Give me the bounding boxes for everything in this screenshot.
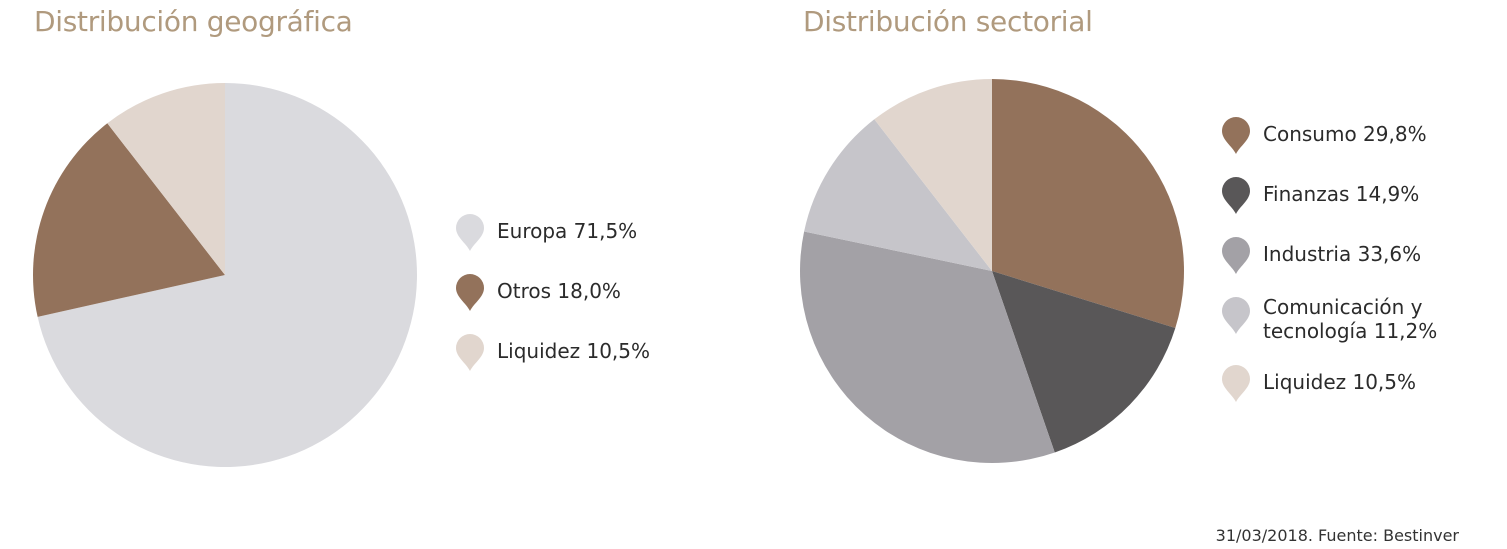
legend-geografica: Europa 71,5% Otros 18,0% Liquidez 10,5% <box>455 214 715 394</box>
pie-slice-liquidez <box>107 83 225 275</box>
pie-chart-sectorial <box>800 79 1184 463</box>
legend-label-consumo: Consumo 29,8% <box>1263 122 1427 146</box>
legend-item-comunicacion-tecnologia: Comunicación y tecnología 11,2% <box>1221 295 1491 365</box>
chart-title-geografica: Distribución geográfica <box>34 5 353 38</box>
legend-item-otros: Otros 18,0% <box>455 274 715 334</box>
pie-slice-otros <box>32 123 225 317</box>
legend-label-europa: Europa 71,5% <box>497 219 638 243</box>
pie-slice-finanzas <box>992 271 1176 453</box>
pie-chart-geografica <box>32 83 417 468</box>
pie-slice-consumo <box>992 79 1184 329</box>
map-pin-icon <box>1221 176 1251 216</box>
source-note: 31/03/2018. Fuente: Bestinver <box>1215 526 1459 545</box>
legend-item-industria: Industria 33,6% <box>1221 237 1491 297</box>
legend-item-liquidez: Liquidez 10,5% <box>455 334 715 394</box>
pie-slice-industria <box>800 231 1055 463</box>
legend-item-europa: Europa 71,5% <box>455 214 715 274</box>
map-pin-icon <box>455 213 485 253</box>
legend-label-industria: Industria 33,6% <box>1263 242 1422 266</box>
chart-title-sectorial: Distribución sectorial <box>803 5 1093 38</box>
legend-label-comunicacion-tecnologia: Comunicación y tecnología 11,2% <box>1263 295 1438 343</box>
map-pin-icon <box>1221 364 1251 404</box>
map-pin-icon <box>455 273 485 313</box>
legend-item-consumo: Consumo 29,8% <box>1221 117 1491 177</box>
map-pin-icon <box>455 333 485 373</box>
legend-sectorial: Consumo 29,8% Finanzas 14,9% Industria 3… <box>1221 117 1491 425</box>
pie-slice-liquidez <box>874 79 992 271</box>
pie-slice-europa <box>37 83 417 468</box>
map-pin-icon <box>1221 236 1251 276</box>
legend-item-liquidez: Liquidez 10,5% <box>1221 365 1491 425</box>
legend-label-finanzas: Finanzas 14,9% <box>1263 182 1420 206</box>
map-pin-icon <box>1221 116 1251 156</box>
legend-label-liquidez: Liquidez 10,5% <box>1263 370 1417 394</box>
legend-label-otros: Otros 18,0% <box>497 279 621 303</box>
map-pin-icon <box>1221 296 1251 336</box>
legend-label-liquidez: Liquidez 10,5% <box>497 339 651 363</box>
pie-slice-comunicacion-y-tecnologia <box>804 119 992 271</box>
legend-item-finanzas: Finanzas 14,9% <box>1221 177 1491 237</box>
